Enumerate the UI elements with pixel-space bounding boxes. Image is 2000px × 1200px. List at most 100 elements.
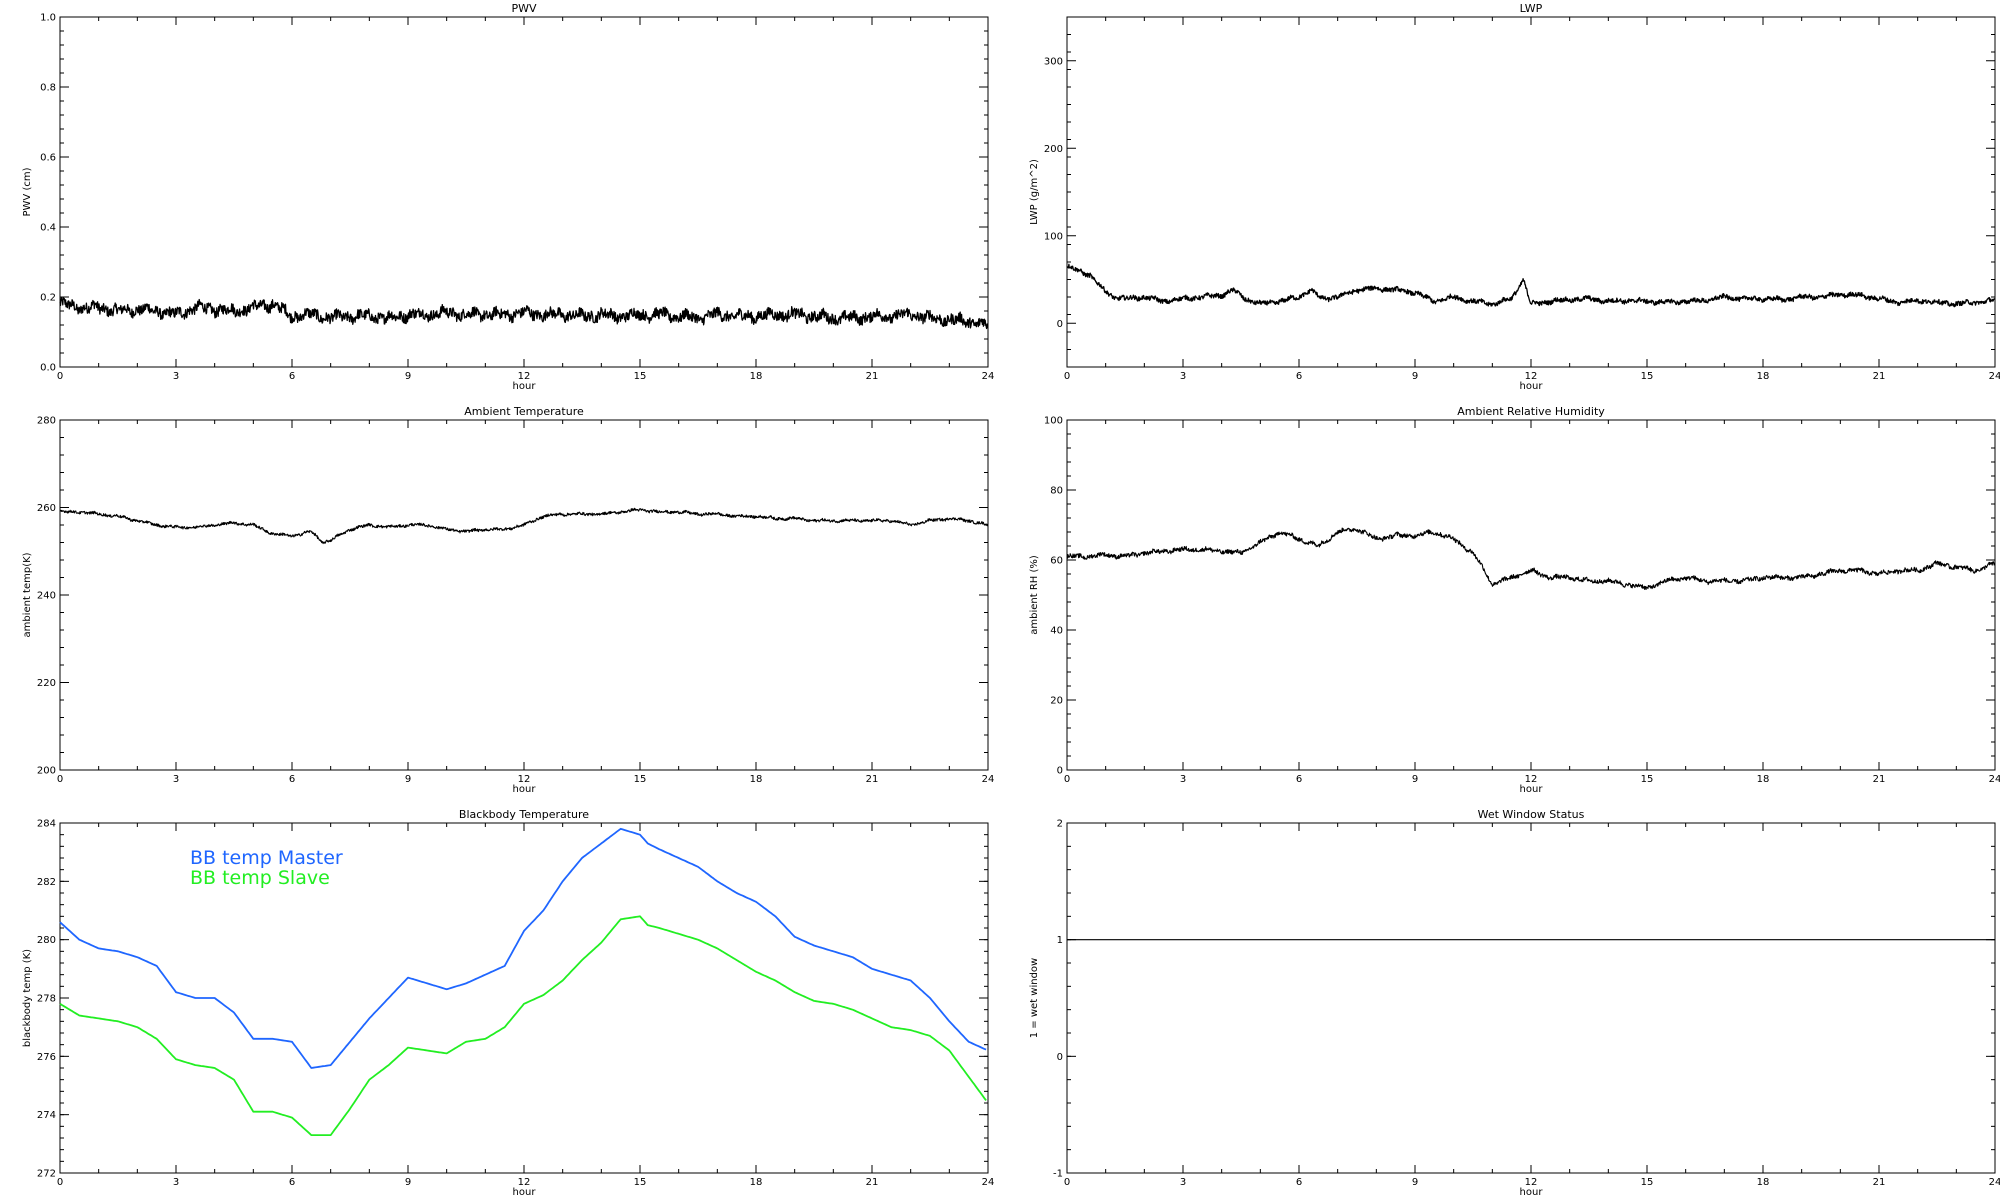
- y-tick-label: 300: [1044, 56, 1063, 67]
- series-line-0: [1066, 263, 1996, 308]
- y-tick-label: 0: [1057, 319, 1063, 330]
- x-tick-label: 0: [1064, 1177, 1070, 1188]
- y-tick-label: 272: [37, 1169, 56, 1180]
- y-tick-label: 260: [37, 503, 56, 514]
- x-axis-label: hour: [513, 381, 537, 392]
- y-tick-label: 0.0: [40, 363, 56, 374]
- x-tick-label: 18: [750, 371, 763, 382]
- y-tick-label: 282: [37, 877, 56, 888]
- x-tick-label: 21: [866, 774, 879, 785]
- panel-4: Blackbody Temperature 0 3 6 9 12 15 18 21 24 hour 2…: [22, 808, 994, 1198]
- panel-2: Ambient Temperature 0 3 6 9 12 15 18 21 24 hour 200…: [22, 405, 994, 795]
- plot-frame: [59, 419, 989, 771]
- y-tick-label: 274: [37, 1110, 56, 1121]
- x-axis-label: hour: [513, 1187, 537, 1198]
- x-tick-label: 3: [1180, 371, 1186, 382]
- panel-1: LWP 0 3 6 9 12 15 18 21 24 hour 0 100 200 300 LWP (g/m^…: [1029, 2, 2000, 392]
- y-tick-label: 220: [37, 678, 56, 689]
- y-tick-label: -1: [1053, 1169, 1063, 1180]
- y-axis-label: 1 = wet window: [1029, 958, 1040, 1038]
- y-tick-label: 200: [1044, 144, 1063, 155]
- x-axis-label: hour: [1520, 1187, 1544, 1198]
- x-tick-label: 6: [1296, 1177, 1302, 1188]
- x-tick-label: 21: [1873, 774, 1886, 785]
- chart-title: LWP: [1520, 2, 1543, 15]
- x-axis-label: hour: [1520, 381, 1544, 392]
- x-tick-label: 3: [173, 774, 179, 785]
- x-tick-label: 9: [1412, 774, 1418, 785]
- y-tick-label: 0.8: [40, 83, 56, 94]
- x-tick-label: 15: [1641, 371, 1654, 382]
- panel-3: Ambient Relative Humidity 0 3 6 9 12 15 18 21 24 h…: [1029, 405, 2000, 795]
- x-tick-label: 24: [1989, 371, 2000, 382]
- plot-frame: [1066, 16, 1996, 368]
- x-tick-label: 12: [1525, 1177, 1538, 1188]
- x-tick-label: 0: [57, 1177, 63, 1188]
- x-tick-label: 15: [1641, 774, 1654, 785]
- chart-title: Blackbody Temperature: [459, 808, 589, 821]
- x-tick-label: 15: [1641, 1177, 1654, 1188]
- x-axis-label: hour: [513, 784, 537, 795]
- x-tick-label: 0: [57, 371, 63, 382]
- y-tick-label: 80: [1050, 486, 1063, 497]
- chart-title: Wet Window Status: [1478, 808, 1585, 821]
- x-tick-label: 9: [1412, 371, 1418, 382]
- x-tick-label: 6: [289, 371, 295, 382]
- y-axis-label: ambient temp(K): [22, 552, 33, 637]
- plot-frame: [1066, 419, 1996, 771]
- series-line-0: [59, 827, 987, 1069]
- series-line-1: [59, 915, 987, 1136]
- x-tick-label: 3: [173, 1177, 179, 1188]
- x-tick-label: 6: [1296, 371, 1302, 382]
- y-axis-label: blackbody temp (K): [22, 949, 33, 1047]
- x-tick-label: 6: [289, 774, 295, 785]
- x-tick-label: 0: [57, 774, 63, 785]
- legend-entry: BB temp Slave: [190, 867, 330, 889]
- x-tick-label: 12: [518, 1177, 531, 1188]
- y-tick-label: 0: [1057, 766, 1063, 777]
- chart-title: PWV: [511, 2, 537, 15]
- x-tick-label: 24: [1989, 774, 2000, 785]
- y-tick-label: 280: [37, 935, 56, 946]
- x-tick-label: 6: [289, 1177, 295, 1188]
- x-tick-label: 12: [1525, 371, 1538, 382]
- y-tick-label: 40: [1050, 626, 1063, 637]
- x-tick-label: 18: [1757, 774, 1770, 785]
- y-tick-label: 0.4: [40, 223, 56, 234]
- x-tick-label: 18: [750, 1177, 763, 1188]
- y-tick-label: 1.0: [40, 13, 56, 24]
- y-tick-label: 240: [37, 591, 56, 602]
- y-tick-label: 60: [1050, 556, 1063, 567]
- x-tick-label: 24: [982, 774, 995, 785]
- x-tick-label: 24: [982, 1177, 995, 1188]
- plot-frame: [1066, 822, 1996, 1174]
- x-axis-label: hour: [1520, 784, 1544, 795]
- y-axis-label: ambient RH (%): [1029, 555, 1040, 635]
- y-tick-label: 100: [1044, 416, 1063, 427]
- x-tick-label: 18: [750, 774, 763, 785]
- y-tick-label: 20: [1050, 696, 1063, 707]
- y-tick-label: 276: [37, 1052, 56, 1063]
- x-tick-label: 0: [1064, 774, 1070, 785]
- x-tick-label: 21: [1873, 371, 1886, 382]
- x-tick-label: 9: [1412, 1177, 1418, 1188]
- legend-entry: BB temp Master: [190, 847, 343, 869]
- x-tick-label: 18: [1757, 371, 1770, 382]
- x-tick-label: 12: [518, 774, 531, 785]
- y-tick-label: 280: [37, 416, 56, 427]
- x-tick-label: 24: [1989, 1177, 2000, 1188]
- x-tick-label: 21: [866, 1177, 879, 1188]
- y-tick-label: 0.6: [40, 153, 56, 164]
- y-tick-label: 200: [37, 766, 56, 777]
- panel-0: PWV 0 3 6 9 12 15 18 21 24 hour 0.0 0.2 0.4 0.6 0.8 1.0 P…: [22, 2, 994, 392]
- x-tick-label: 0: [1064, 371, 1070, 382]
- y-tick-label: 0.2: [40, 293, 56, 304]
- y-axis-label: LWP (g/m^2): [1029, 159, 1040, 225]
- x-tick-label: 3: [1180, 774, 1186, 785]
- x-tick-label: 15: [634, 774, 647, 785]
- y-tick-label: 1: [1057, 935, 1063, 946]
- y-tick-label: 0: [1057, 1052, 1063, 1063]
- x-tick-label: 21: [866, 371, 879, 382]
